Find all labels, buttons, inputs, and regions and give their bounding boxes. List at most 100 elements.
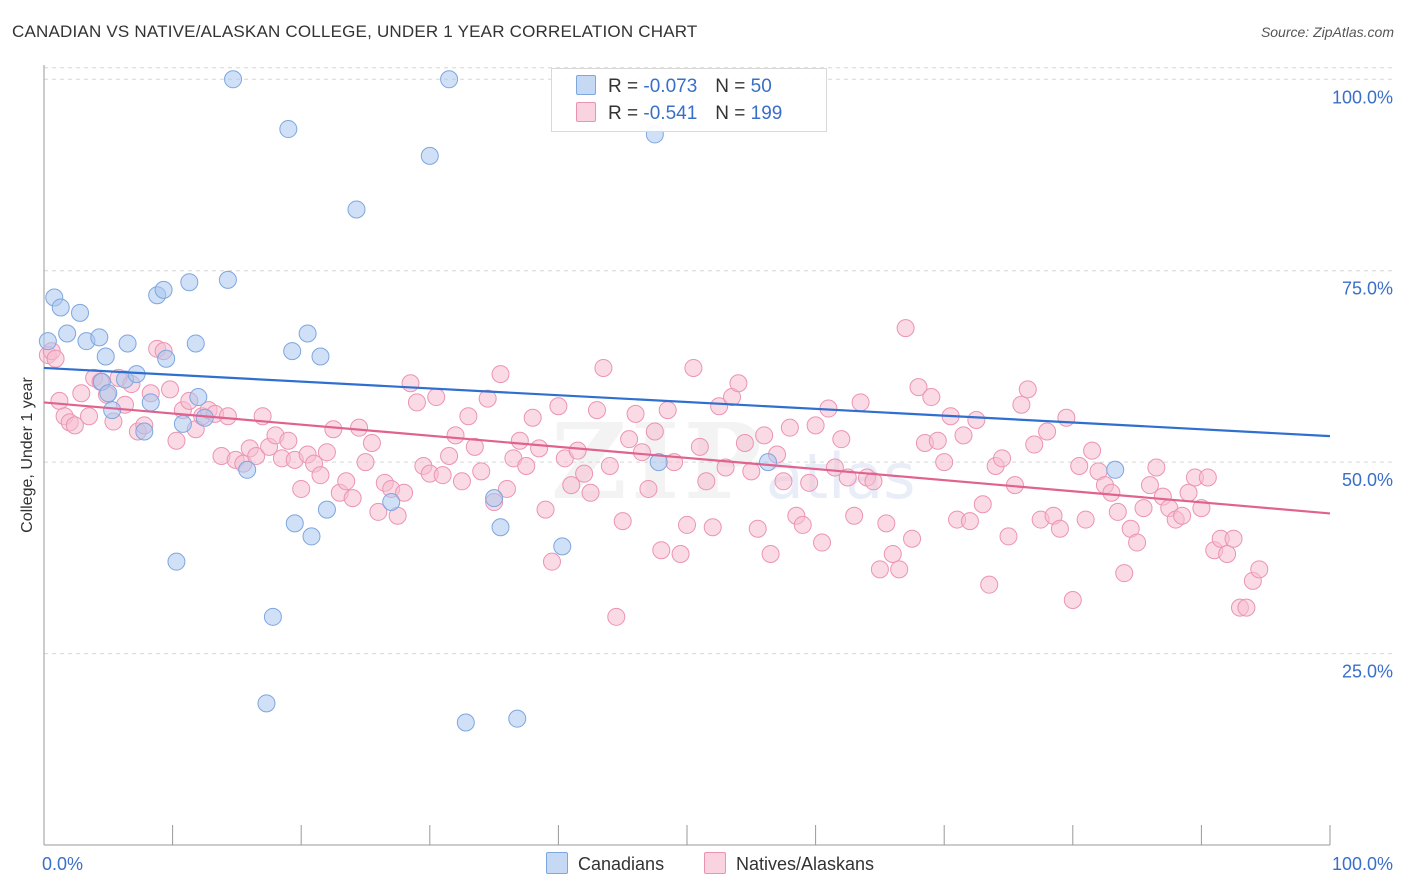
point-natives <box>427 388 446 407</box>
point-natives <box>1224 529 1243 548</box>
point-natives <box>1115 564 1134 583</box>
point-natives <box>343 489 362 508</box>
point-natives <box>607 607 626 626</box>
point-natives <box>1250 560 1269 579</box>
point-canadians <box>71 303 90 322</box>
point-natives <box>639 479 658 498</box>
point-natives <box>973 495 992 514</box>
point-natives <box>562 476 581 495</box>
point-canadians <box>186 334 205 353</box>
point-canadians <box>508 709 527 728</box>
point-natives <box>993 449 1012 468</box>
point-natives <box>1012 395 1031 414</box>
y-tick-label: 100.0% <box>1332 87 1393 107</box>
point-canadians <box>103 401 122 420</box>
point-natives <box>401 374 420 393</box>
point-natives <box>72 384 91 403</box>
point-natives <box>317 443 336 462</box>
point-natives <box>337 472 356 491</box>
point-natives <box>362 434 381 452</box>
point-natives <box>311 466 330 485</box>
point-natives <box>800 473 819 492</box>
point-natives <box>845 506 864 525</box>
legend-r-value-canadians: -0.073 <box>643 76 698 97</box>
point-natives <box>1050 519 1069 538</box>
y-tick-label: 50.0% <box>1342 470 1393 490</box>
point-canadians <box>224 70 243 89</box>
point-natives <box>999 527 1018 546</box>
point-canadians <box>263 607 282 626</box>
chart-title: CANADIAN VS NATIVE/ALASKAN COLLEGE, UNDE… <box>12 22 698 41</box>
point-natives <box>575 464 594 483</box>
point-natives <box>980 575 999 594</box>
point-natives <box>620 430 639 449</box>
point-natives <box>626 404 645 423</box>
bottom-legend-label-natives: Natives/Alaskans <box>736 854 875 874</box>
point-canadians <box>347 200 366 219</box>
y-tick-label: 25.0% <box>1342 662 1393 682</box>
point-natives <box>50 391 69 410</box>
legend-r-value-natives: -0.541 <box>643 103 698 124</box>
bottom-legend-canadians[interactable]: Canadians <box>546 852 664 875</box>
point-canadians <box>154 280 173 299</box>
trend-line-canadians <box>43 366 1331 438</box>
point-natives <box>864 472 883 491</box>
point-natives <box>433 466 452 485</box>
point-natives <box>1192 499 1211 518</box>
point-canadians <box>218 270 237 289</box>
legend-swatch-natives <box>576 102 596 122</box>
point-natives <box>1025 435 1044 454</box>
point-natives <box>710 397 729 416</box>
point-canadians <box>157 349 176 368</box>
point-natives <box>780 418 799 437</box>
point-natives <box>890 560 909 579</box>
point-natives <box>1108 502 1127 521</box>
point-natives <box>1057 408 1076 427</box>
legend-n-label-canadians: N = <box>715 76 746 97</box>
point-canadians <box>311 347 330 366</box>
correlation-legend: R = -0.073 N = 50 R = -0.541 N = 199 <box>551 68 827 132</box>
point-natives <box>658 401 677 420</box>
bottom-legend-swatch-canadians <box>546 852 568 874</box>
point-canadians <box>51 298 70 317</box>
point-natives <box>652 541 671 560</box>
point-natives <box>1218 545 1237 564</box>
point-natives <box>167 431 186 450</box>
point-canadians <box>96 347 115 366</box>
point-natives <box>395 483 414 502</box>
point-natives <box>324 420 343 439</box>
point-natives <box>793 515 812 534</box>
point-natives <box>678 515 696 534</box>
point-natives <box>755 426 774 445</box>
point-natives <box>536 500 555 519</box>
point-natives <box>581 483 600 502</box>
point-canadians <box>649 453 668 472</box>
point-natives <box>903 529 922 548</box>
point-natives <box>1179 483 1198 502</box>
trend-line-natives <box>43 401 1331 515</box>
point-canadians <box>759 453 778 472</box>
point-natives <box>1018 380 1037 399</box>
point-canadians <box>553 537 572 556</box>
point-canadians <box>180 273 199 292</box>
bottom-legend-natives[interactable]: Natives/Alaskans <box>704 852 874 875</box>
bottom-legend-swatch-natives <box>704 852 726 874</box>
point-natives <box>459 407 478 426</box>
point-canadians <box>189 388 208 407</box>
y-axis-label: College, Under 1 year <box>19 377 36 533</box>
legend-row-natives: R = -0.541 N = 199 <box>576 102 782 126</box>
point-canadians <box>90 328 109 347</box>
point-canadians <box>257 694 276 713</box>
point-natives <box>350 418 369 437</box>
point-natives <box>279 431 298 450</box>
point-canadians <box>167 552 186 571</box>
point-natives <box>896 319 915 338</box>
point-natives <box>446 426 465 445</box>
point-natives <box>1083 441 1102 460</box>
legend-n-value-canadians: 50 <box>750 76 772 97</box>
point-canadians <box>238 460 257 479</box>
point-natives <box>523 408 542 427</box>
legend-r-label-canadians: R = <box>608 76 639 97</box>
point-natives <box>161 380 180 399</box>
